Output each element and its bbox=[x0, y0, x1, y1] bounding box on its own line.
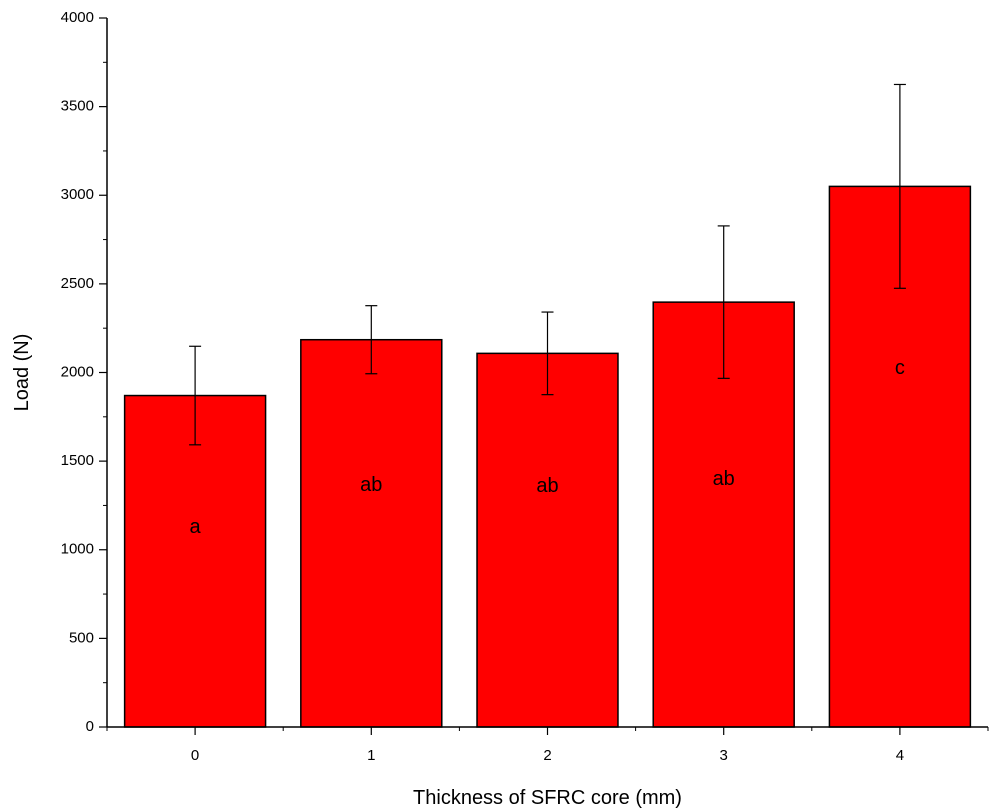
error-bars-layer bbox=[189, 83, 906, 446]
group-label-1: ab bbox=[360, 474, 382, 496]
y-tick-label: 0 bbox=[86, 718, 94, 735]
group-label-2: ab bbox=[536, 475, 558, 497]
x-tick-label: 3 bbox=[720, 747, 728, 764]
y-tick-label: 2500 bbox=[61, 275, 94, 292]
y-tick-label: 1000 bbox=[61, 541, 94, 558]
x-axis-title: Thickness of SFRC core (mm) bbox=[413, 787, 682, 809]
y-axis-title: Load (N) bbox=[11, 334, 33, 412]
group-label-4: c bbox=[895, 357, 905, 379]
x-tick-label: 2 bbox=[543, 747, 551, 764]
group-label-0: a bbox=[190, 516, 202, 538]
y-tick-label: 3500 bbox=[61, 98, 94, 115]
y-tick-label: 4000 bbox=[61, 9, 94, 26]
axes-layer: 0 500 1000 1500 2000 2500 3000 3500 4000 0 1 2 3 4 bbox=[61, 9, 989, 764]
x-tick-label: 0 bbox=[191, 747, 199, 764]
error-bar-3 bbox=[717, 225, 730, 379]
y-tick-label: 500 bbox=[69, 629, 94, 646]
error-bar-1 bbox=[365, 305, 378, 375]
error-bar-2 bbox=[541, 311, 554, 396]
x-tick-label: 1 bbox=[367, 747, 375, 764]
group-label-3: ab bbox=[713, 468, 735, 490]
y-tick-label: 3000 bbox=[61, 186, 94, 203]
error-bar-4 bbox=[893, 83, 906, 289]
group-labels-layer: a ab ab ab c bbox=[190, 357, 905, 538]
y-tick-label: 2000 bbox=[61, 363, 94, 380]
bar-1 bbox=[300, 338, 443, 728]
bars-layer bbox=[123, 185, 972, 728]
bar-0 bbox=[123, 394, 267, 728]
y-tick-label: 1500 bbox=[61, 452, 94, 469]
bar-2 bbox=[476, 352, 619, 728]
x-tick-label: 4 bbox=[896, 747, 904, 764]
error-bar-0 bbox=[189, 345, 202, 446]
